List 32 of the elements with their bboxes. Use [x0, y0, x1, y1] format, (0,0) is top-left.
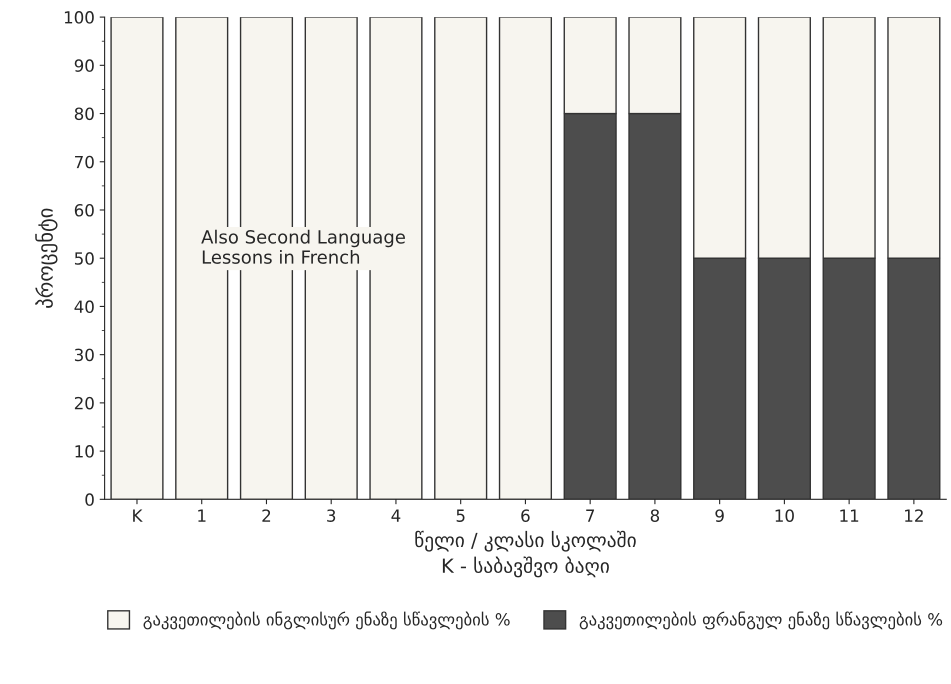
y-tick-label: 0 [85, 493, 94, 506]
y-axis-title: პროცენტი [35, 208, 58, 308]
y-tick-label: 90 [74, 59, 94, 72]
y-tick-label: 70 [75, 156, 94, 168]
annotation: Also Second Language Lessons in French [201, 230, 405, 264]
y-tick-label: 40 [74, 300, 94, 313]
y-tick-label: 30 [74, 348, 94, 362]
x-tick-label: 4 [391, 510, 400, 522]
x-tick-label: 5 [456, 510, 465, 522]
x-tick-label: 7 [586, 510, 594, 522]
x-tick-label: 9 [715, 509, 724, 522]
bar [110, 17, 164, 500]
y-tick-label: 100 [64, 11, 94, 24]
bar [498, 17, 552, 500]
x-tick-label: 6 [521, 509, 530, 522]
x-tick-label: 2 [262, 509, 270, 522]
x-axis-title: წელი / კლასი სკოლაში K - საბავშვო ბაღი [415, 530, 636, 578]
x-tick-label: 11 [840, 510, 858, 522]
y-tick-label: 60 [74, 204, 94, 217]
x-tick-label: 1 [198, 510, 206, 522]
x-tick-label: 10 [776, 509, 794, 522]
y-tick-label: 50 [74, 252, 94, 265]
x-tick-label: 8 [650, 509, 660, 522]
bar [434, 17, 488, 500]
x-tick-label: 3 [327, 509, 336, 522]
y-tick-label: 20 [74, 396, 94, 410]
y-tick-label: 10 [76, 445, 94, 458]
x-tick-label: 12 [905, 509, 923, 522]
legend-label: გაკვეთილების ფრანგულ ენაზე სწავლების % [580, 611, 942, 630]
y-tick-label: 80 [74, 108, 94, 120]
x-tick-label: K [133, 510, 143, 522]
legend-label: გაკვეთილების ინგლისურ ენაზე სწავლების % [144, 611, 510, 630]
